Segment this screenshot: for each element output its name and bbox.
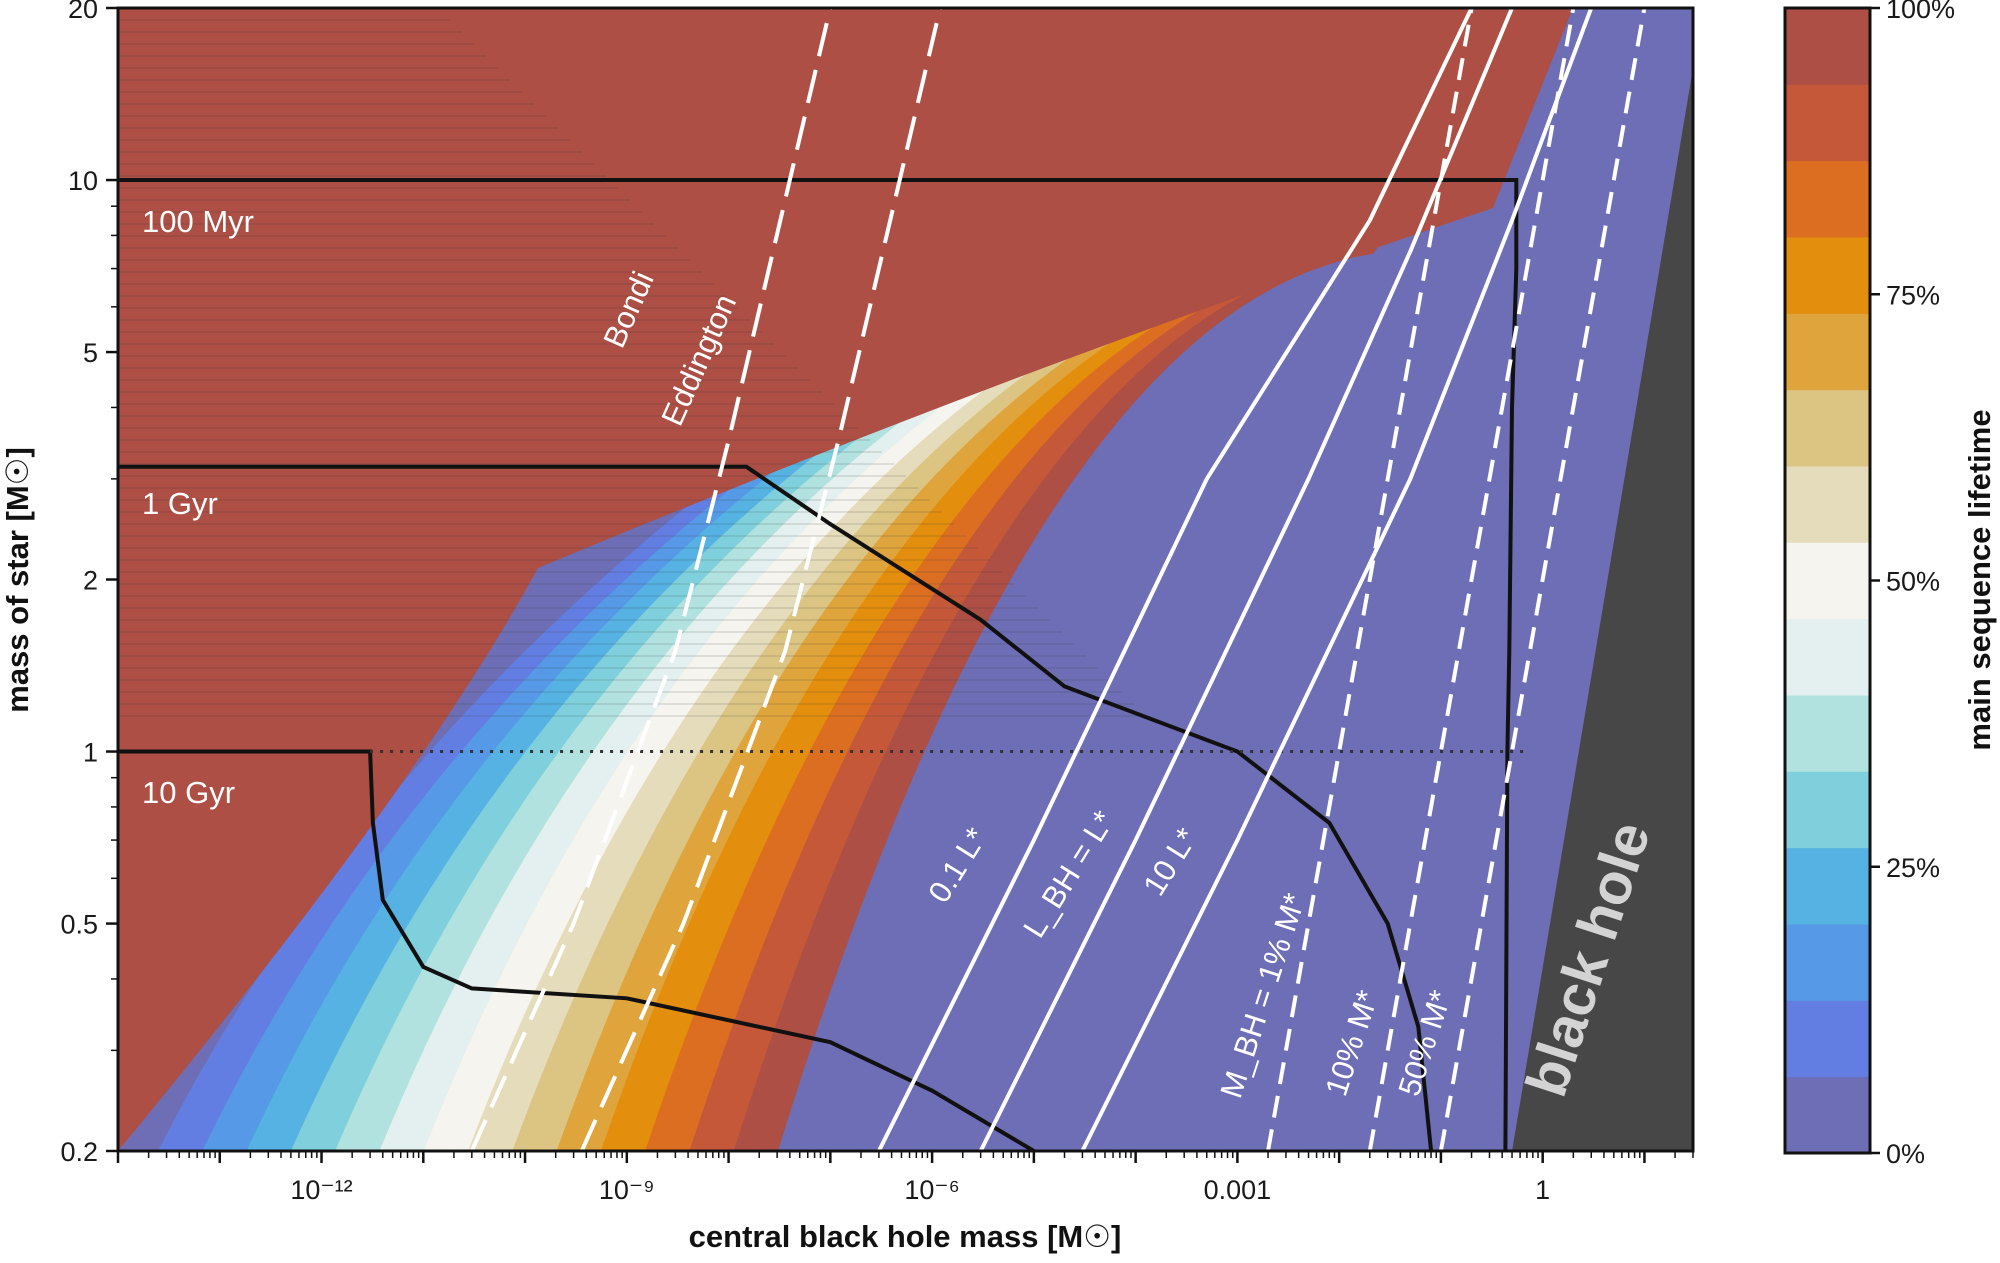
- colorbar-band: [1785, 237, 1870, 314]
- colorbar-band: [1785, 84, 1870, 162]
- y-axis: 0.2 0.5 1 2 5 10 20: [60, 0, 118, 1167]
- colorbar-band: [1785, 313, 1870, 391]
- colorbar-tick-label: 75%: [1886, 280, 1940, 310]
- y-tick-label: 0.5: [60, 910, 98, 940]
- x-tick-label: 10⁻¹²: [290, 1175, 352, 1205]
- x-axis: 10⁻¹² 10⁻⁹ 10⁻⁶ 0.001 1: [116, 1151, 1694, 1205]
- x-tick-label: 10⁻⁶: [904, 1175, 959, 1205]
- colorbar-ticks: 0% 25% 50% 75% 100%: [1870, 0, 1955, 1169]
- reference-lines: [469, 8, 1647, 1151]
- colorbar-band: [1785, 466, 1870, 543]
- y-tick-label: 20: [68, 0, 98, 24]
- colorbar-band: [1785, 1076, 1870, 1154]
- black-hole-fill: [1512, 68, 1693, 1151]
- reference-line-5: [1266, 8, 1474, 1151]
- colorbar-band: [1785, 8, 1870, 85]
- colorbar-band: [1785, 847, 1870, 925]
- plot-area: [118, 8, 1693, 1151]
- y-tick-label: 0.2: [60, 1137, 98, 1167]
- y-tick-label: 10: [68, 166, 98, 196]
- lifetime-contour-0: [118, 178, 1519, 1151]
- x-tick-label: 1: [1535, 1175, 1550, 1205]
- reference-line-2: [877, 8, 1474, 1151]
- y-tick-label: 1: [83, 738, 98, 768]
- colorbar-band: [1785, 542, 1870, 620]
- y-tick-label: 2: [83, 566, 98, 596]
- reference-line-7: [1438, 8, 1647, 1151]
- label-1-gyr: 1 Gyr: [142, 486, 218, 521]
- x-axis-title: central black hole mass [M☉]: [689, 1219, 1122, 1254]
- colorbar-bands: [1785, 8, 1870, 1154]
- y-axis-title: mass of star [M☉]: [0, 447, 35, 713]
- colorbar-title: main sequence lifetime: [1962, 409, 1997, 750]
- label-100-myr: 100 Myr: [142, 204, 254, 239]
- colorbar-band: [1785, 771, 1870, 849]
- heat-plateau: [118, 8, 1573, 1151]
- colorbar-band: [1785, 389, 1870, 467]
- colorbar-tick-label: 50%: [1886, 567, 1940, 597]
- x-tick-label: 0.001: [1204, 1175, 1272, 1205]
- colorbar-tick-label: 0%: [1886, 1139, 1925, 1169]
- reference-line-1: [579, 8, 943, 1151]
- lifetime-heatmap: [118, 8, 1573, 1151]
- reference-line-0: [469, 8, 833, 1151]
- reference-line-6: [1367, 8, 1576, 1151]
- label-10-gyr: 10 Gyr: [142, 775, 235, 810]
- y-tick-label: 5: [83, 338, 98, 368]
- reference-line-4: [1080, 8, 1594, 1151]
- thin-contour-lines: [118, 19, 1146, 717]
- lifetime-contour-2: [118, 749, 1035, 1151]
- colorbar-band: [1785, 1000, 1870, 1078]
- colorbar-band: [1785, 924, 1870, 1001]
- colorbar-band: [1785, 618, 1870, 696]
- black-hole-region: [1512, 68, 1693, 1151]
- colorbar-tick-label: 25%: [1886, 853, 1940, 883]
- colorbar-band: [1785, 160, 1870, 238]
- colorbar-band: [1785, 695, 1870, 772]
- colorbar: 0% 25% 50% 75% 100% main sequence lifetime: [1783, 0, 1997, 1169]
- x-tick-label: 10⁻⁹: [599, 1175, 655, 1205]
- colorbar-tick-label: 100%: [1886, 0, 1955, 24]
